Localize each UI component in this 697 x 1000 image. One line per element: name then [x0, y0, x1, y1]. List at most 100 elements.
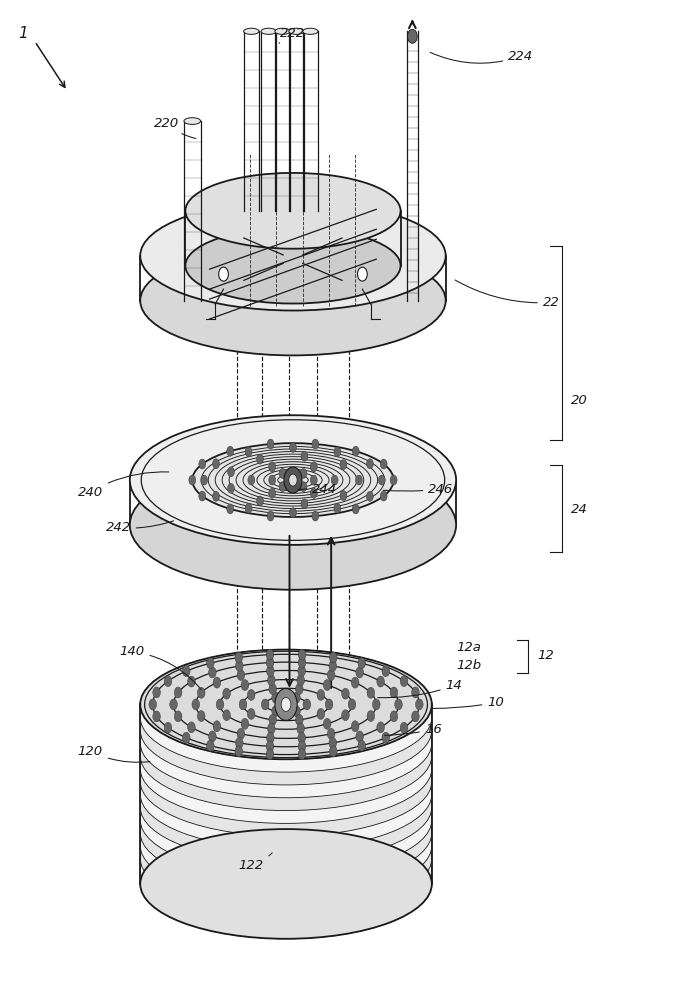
Text: 12a: 12a [456, 641, 481, 654]
Circle shape [268, 488, 275, 498]
Circle shape [187, 676, 195, 687]
Circle shape [206, 740, 214, 751]
Text: 244: 244 [298, 483, 337, 496]
Ellipse shape [140, 688, 432, 798]
Text: 140: 140 [119, 645, 201, 689]
Circle shape [269, 684, 277, 695]
Circle shape [268, 675, 275, 686]
Circle shape [266, 666, 274, 676]
Circle shape [268, 475, 275, 485]
Circle shape [390, 687, 398, 698]
Circle shape [267, 511, 274, 521]
Circle shape [298, 657, 306, 668]
Circle shape [328, 670, 335, 681]
Text: 240: 240 [78, 472, 169, 499]
Circle shape [355, 475, 362, 485]
Circle shape [235, 746, 243, 757]
Ellipse shape [140, 739, 432, 849]
Ellipse shape [140, 816, 432, 926]
Circle shape [390, 711, 398, 722]
Ellipse shape [261, 28, 276, 34]
Circle shape [227, 504, 233, 514]
Circle shape [380, 491, 387, 501]
Circle shape [241, 718, 249, 729]
Circle shape [378, 475, 385, 485]
Circle shape [334, 447, 341, 457]
Circle shape [382, 666, 390, 677]
Circle shape [208, 667, 216, 678]
Ellipse shape [140, 752, 432, 862]
Circle shape [352, 446, 359, 456]
Ellipse shape [140, 246, 445, 355]
Ellipse shape [289, 28, 304, 34]
Circle shape [377, 722, 385, 733]
Circle shape [267, 439, 274, 449]
Circle shape [340, 460, 347, 470]
Circle shape [216, 699, 224, 710]
Circle shape [187, 722, 195, 733]
Circle shape [289, 474, 297, 486]
Circle shape [213, 491, 220, 501]
Circle shape [237, 670, 245, 681]
Circle shape [279, 468, 286, 478]
Text: 122: 122 [239, 853, 273, 872]
Circle shape [284, 467, 302, 493]
Circle shape [330, 746, 337, 757]
Ellipse shape [140, 778, 432, 887]
Circle shape [197, 711, 205, 722]
Ellipse shape [140, 662, 432, 772]
Circle shape [199, 459, 206, 469]
Text: 20: 20 [571, 394, 588, 407]
Circle shape [412, 687, 420, 698]
Circle shape [400, 722, 408, 733]
Circle shape [266, 732, 274, 743]
Ellipse shape [185, 173, 401, 249]
Circle shape [297, 723, 305, 734]
Circle shape [296, 684, 303, 695]
Circle shape [330, 652, 337, 663]
Circle shape [227, 467, 234, 477]
Circle shape [164, 722, 172, 733]
Text: 12: 12 [537, 649, 554, 662]
Circle shape [329, 737, 337, 748]
Circle shape [367, 491, 374, 501]
Circle shape [275, 688, 297, 720]
Circle shape [312, 439, 319, 449]
Circle shape [348, 699, 355, 710]
Ellipse shape [130, 460, 456, 590]
Circle shape [317, 708, 325, 719]
Circle shape [303, 699, 311, 710]
Circle shape [236, 737, 243, 748]
Circle shape [266, 749, 274, 760]
Circle shape [197, 687, 205, 698]
Circle shape [281, 697, 291, 711]
Circle shape [174, 711, 182, 722]
Circle shape [289, 508, 296, 518]
Circle shape [213, 721, 221, 732]
Ellipse shape [184, 118, 201, 124]
Circle shape [352, 504, 359, 514]
Ellipse shape [140, 675, 432, 785]
Circle shape [245, 447, 252, 457]
Circle shape [293, 706, 300, 717]
Ellipse shape [140, 650, 432, 759]
Circle shape [149, 699, 157, 710]
Circle shape [395, 699, 402, 710]
Ellipse shape [140, 650, 432, 759]
Ellipse shape [140, 791, 432, 900]
Circle shape [380, 459, 387, 469]
Circle shape [235, 652, 243, 663]
Circle shape [289, 442, 296, 452]
Text: 222: 222 [279, 27, 305, 43]
Circle shape [312, 511, 319, 521]
Circle shape [329, 660, 337, 671]
Ellipse shape [140, 201, 445, 311]
Circle shape [201, 475, 208, 485]
Circle shape [300, 468, 307, 478]
Ellipse shape [140, 727, 432, 836]
Circle shape [298, 649, 306, 660]
Circle shape [367, 711, 375, 722]
Circle shape [272, 706, 279, 717]
Circle shape [223, 688, 231, 699]
Ellipse shape [130, 415, 456, 545]
